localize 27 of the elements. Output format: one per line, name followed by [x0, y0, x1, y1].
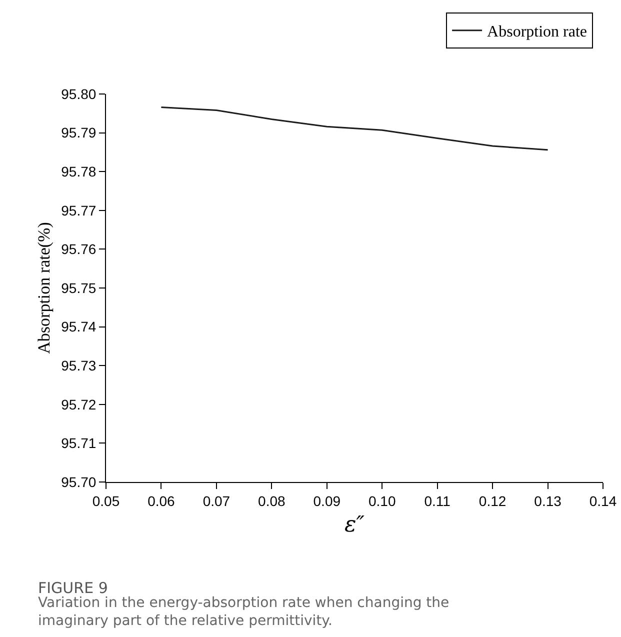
x-axis-title: ε″ [344, 512, 366, 538]
y-tick-label: 95.71 [61, 435, 96, 452]
x-tick-label: 0.05 [92, 492, 120, 509]
y-tick-label: 95.70 [61, 474, 96, 490]
x-tick-label: 0.06 [148, 492, 176, 509]
y-tick-label: 95.79 [61, 124, 96, 141]
x-tick-label: 0.07 [202, 492, 230, 509]
x-tick-label: 0.13 [534, 492, 562, 509]
x-tick-label: 0.10 [368, 492, 396, 509]
x-tick-label: 0.14 [589, 492, 617, 509]
y-tick-label: 95.75 [61, 280, 96, 296]
y-tick-label: 95.72 [61, 396, 96, 412]
x-tick-label: 0.09 [313, 492, 341, 509]
x-tick-label: 0.12 [478, 492, 506, 509]
y-tick-label: 95.77 [61, 202, 96, 218]
y-tick-label: 95.74 [61, 318, 96, 335]
y-tick-label: 95.80 [61, 86, 96, 102]
x-tick-label: 0.08 [258, 492, 286, 509]
y-tick-label: 95.73 [61, 358, 96, 374]
caption: FIGURE 9 [38, 579, 108, 597]
y-tick-label: 95.76 [61, 241, 96, 258]
line-series [160, 106, 549, 151]
legend-label: Absorption rate [487, 24, 588, 41]
text: Variation in the energy-absorption rate when changing the imaginary part of the relative permittivity. [38, 595, 450, 630]
x-tick-label: 0.11 [424, 492, 451, 509]
y-tick-label: 95.78 [61, 164, 96, 180]
y-axis-title: Absorption rate(%) [34, 222, 54, 354]
